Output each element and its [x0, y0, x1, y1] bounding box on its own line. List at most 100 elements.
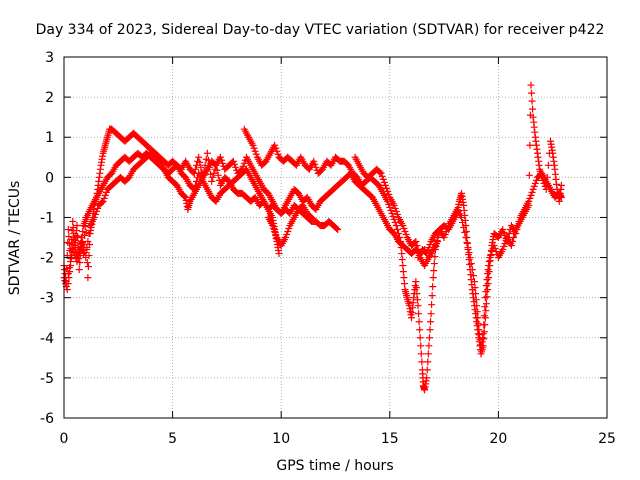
- data-point: [94, 204, 102, 212]
- data-point: [459, 218, 467, 226]
- data-point: [427, 310, 435, 318]
- data-point: [428, 301, 436, 309]
- data-point: [214, 171, 222, 179]
- data-point: [271, 141, 279, 149]
- data-point: [285, 224, 293, 232]
- data-point: [99, 197, 107, 205]
- data-point: [416, 326, 424, 334]
- data-point: [393, 225, 401, 233]
- data-point: [64, 280, 72, 288]
- data-point: [272, 144, 280, 152]
- data-point: [333, 224, 341, 232]
- data-point: [91, 210, 99, 218]
- y-tick-label: -1: [40, 210, 54, 226]
- data-point: [308, 213, 316, 221]
- x-tick-label: 25: [598, 431, 616, 447]
- data-point: [310, 157, 318, 165]
- data-point: [467, 260, 475, 268]
- data-point: [391, 204, 399, 212]
- data-point: [397, 238, 405, 246]
- data-point: [283, 230, 291, 238]
- chart-title: Day 334 of 2023, Sidereal Day-to-day VTE…: [36, 22, 605, 38]
- data-point: [463, 239, 471, 247]
- data-point: [380, 178, 388, 186]
- data-point: [474, 320, 482, 328]
- data-point: [73, 221, 81, 229]
- data-point: [192, 161, 200, 169]
- data-point: [425, 334, 433, 342]
- y-tick-label: 0: [45, 170, 54, 186]
- data-point: [78, 239, 86, 247]
- data-point: [74, 252, 82, 260]
- data-point: [376, 168, 384, 176]
- data-point: [64, 239, 72, 247]
- data-point: [431, 253, 439, 261]
- data-point: [398, 256, 406, 264]
- data-point: [474, 314, 482, 322]
- data-point: [271, 227, 279, 235]
- data-point: [74, 232, 82, 240]
- data-point: [386, 203, 394, 211]
- data-point: [239, 162, 247, 170]
- data-point: [75, 266, 83, 274]
- data-point: [499, 225, 507, 233]
- data-point: [282, 234, 290, 241]
- data-point: [229, 157, 237, 165]
- data-point: [426, 326, 434, 334]
- data-point: [400, 274, 408, 282]
- data-point: [542, 185, 550, 193]
- data-point: [469, 272, 477, 280]
- data-point: [473, 308, 481, 316]
- data-point: [479, 330, 487, 338]
- data-point: [388, 209, 396, 217]
- data-point: [219, 159, 227, 167]
- y-tick-label: -2: [40, 251, 54, 267]
- data-point: [540, 179, 548, 187]
- y-tick-label: 1: [45, 130, 54, 146]
- data-point: [252, 150, 260, 158]
- x-tick-label: 10: [272, 431, 290, 447]
- data-point: [440, 234, 448, 241]
- data-point: [231, 160, 239, 168]
- data-point: [464, 244, 472, 252]
- y-tick-label: -5: [40, 371, 54, 387]
- data-point: [249, 141, 257, 149]
- data-point: [101, 191, 109, 199]
- data-point: [390, 201, 398, 209]
- y-axis-label: SDTVAR / TECUs: [7, 181, 23, 296]
- data-point: [191, 165, 199, 173]
- x-axis-label: GPS time / hours: [276, 458, 393, 474]
- data-point: [530, 182, 538, 190]
- data-point: [480, 321, 488, 329]
- data-point: [65, 240, 73, 248]
- data-point: [209, 173, 217, 181]
- data-point: [417, 350, 425, 358]
- data-point: [414, 246, 422, 254]
- data-point: [481, 303, 489, 311]
- data-point: [334, 225, 342, 233]
- data-point: [77, 234, 85, 241]
- data-point: [381, 181, 389, 189]
- axis-ticks: 0 5 10 15 20 25 -6 -5 -4 -3 -2 -1 0 1 2 3: [40, 50, 616, 447]
- data-point: [539, 176, 547, 184]
- data-point: [430, 267, 438, 275]
- data-point: [71, 239, 79, 247]
- data-point: [527, 191, 535, 199]
- data-point: [307, 212, 315, 220]
- data-point: [531, 179, 539, 187]
- data-point: [93, 207, 101, 215]
- data-point: [398, 250, 406, 258]
- data-point: [190, 185, 198, 193]
- data-point: [412, 238, 420, 246]
- data-point: [63, 286, 71, 294]
- data-point: [67, 258, 75, 266]
- data-points: [60, 81, 565, 394]
- data-point: [401, 227, 409, 235]
- data-point: [195, 153, 203, 161]
- data-point: [197, 163, 205, 171]
- data-point: [216, 153, 224, 161]
- data-point: [424, 358, 432, 366]
- data-point: [529, 105, 537, 113]
- data-point: [434, 238, 442, 246]
- data-point: [312, 163, 320, 171]
